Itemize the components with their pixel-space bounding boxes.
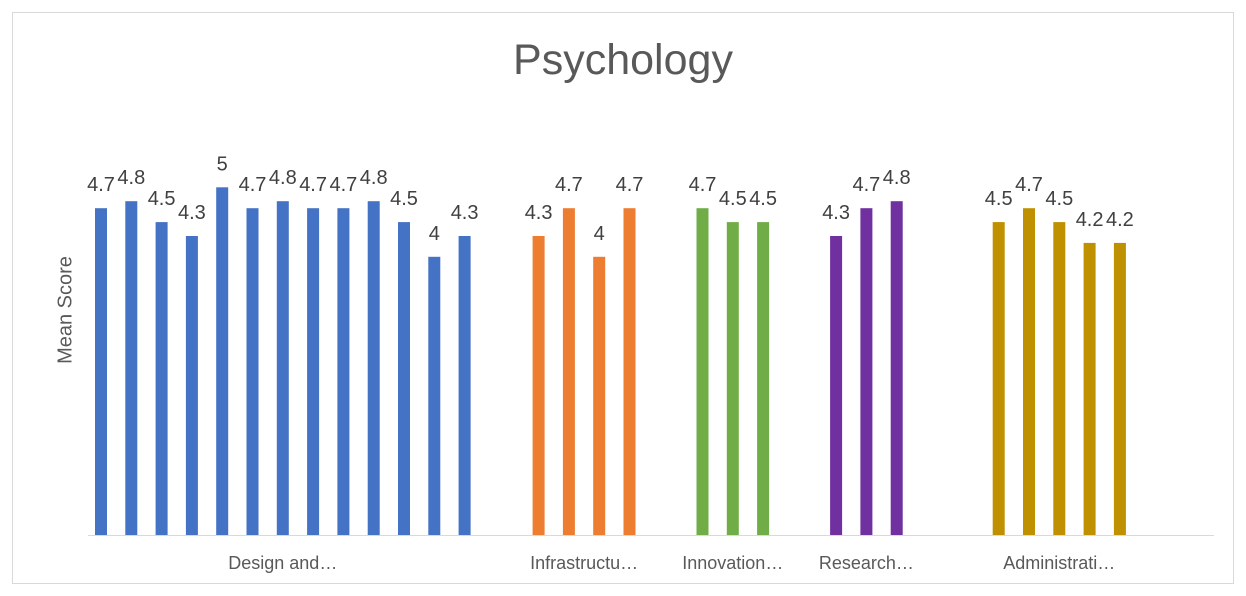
bar — [1023, 208, 1035, 535]
data-label: 4.7 — [555, 174, 583, 196]
data-label: 4.3 — [525, 202, 553, 224]
data-label: 5 — [217, 153, 228, 175]
bar — [532, 236, 545, 535]
data-label: 4.5 — [985, 188, 1013, 210]
bar — [398, 222, 410, 535]
data-label: 4.8 — [883, 167, 911, 189]
bar — [830, 236, 843, 535]
data-label: 4.7 — [689, 174, 717, 196]
data-label: 4.5 — [1045, 188, 1073, 210]
data-label: 4.7 — [239, 174, 267, 196]
category-label: Infrastructu… — [530, 553, 638, 573]
data-label: 4.8 — [360, 167, 388, 189]
category-label: Design and… — [228, 553, 337, 573]
data-label: 4.5 — [390, 188, 418, 210]
bar — [95, 208, 107, 535]
bar — [307, 208, 320, 535]
data-label: 4.3 — [822, 202, 850, 224]
data-label: 4.7 — [87, 174, 115, 196]
bar — [216, 187, 229, 536]
bar — [1113, 242, 1126, 535]
data-label: 4.7 — [329, 174, 357, 196]
bar — [367, 201, 380, 535]
data-label: 4.8 — [269, 167, 297, 189]
data-label: 4.5 — [148, 188, 176, 210]
chart-title: Psychology — [513, 36, 733, 84]
category-label: Innovation… — [682, 553, 783, 573]
bar — [155, 222, 168, 535]
bar — [428, 256, 441, 535]
data-label: 4.7 — [616, 174, 644, 196]
bar — [860, 208, 873, 535]
data-label: 4 — [594, 223, 605, 245]
category-label: Research… — [819, 553, 914, 573]
bar — [623, 208, 636, 535]
category-label: Administrati… — [1003, 553, 1115, 573]
data-label: 4.2 — [1106, 209, 1134, 231]
bar — [1053, 222, 1066, 535]
data-label: 4.3 — [178, 202, 206, 224]
bar — [726, 222, 739, 535]
data-label: 4.7 — [299, 174, 327, 196]
bar — [185, 236, 198, 535]
data-label: 4.7 — [1015, 174, 1043, 196]
data-label: 4.8 — [117, 167, 145, 189]
data-label: 4 — [429, 223, 440, 245]
data-label: 4.7 — [852, 174, 880, 196]
bar — [458, 236, 471, 535]
bar — [246, 208, 259, 535]
bar — [562, 208, 575, 535]
data-label: 4.5 — [749, 188, 777, 210]
bar — [696, 208, 709, 535]
bar — [757, 222, 770, 535]
bar — [593, 256, 606, 535]
bar — [992, 222, 1005, 535]
bar — [890, 201, 903, 535]
data-label: 4.2 — [1076, 209, 1104, 231]
bar — [276, 201, 289, 535]
bar — [125, 201, 138, 535]
bar — [1083, 242, 1096, 535]
data-label: 4.5 — [719, 188, 747, 210]
bar — [337, 208, 350, 535]
data-label: 4.3 — [451, 202, 479, 224]
